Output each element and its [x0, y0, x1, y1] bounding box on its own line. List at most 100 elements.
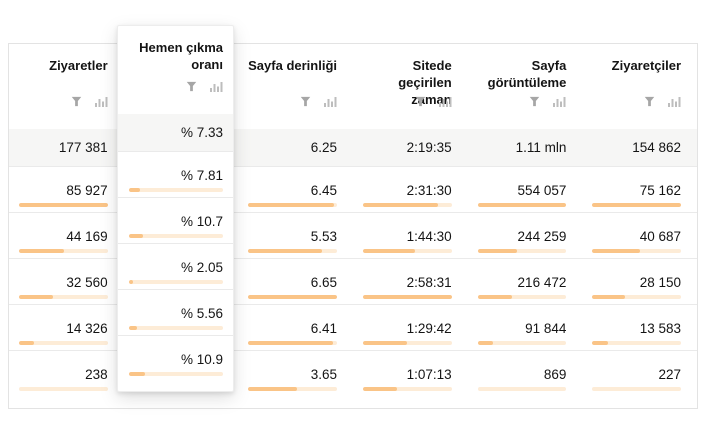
value-bar [19, 295, 108, 299]
header-row: Hemen çıkma oranı [118, 26, 233, 114]
value-bar [477, 295, 567, 299]
value-bar [129, 372, 223, 376]
cell-time: 1:29:42 [353, 305, 468, 350]
column-label: Sayfa görüntüleme [487, 58, 567, 90]
value-bar [129, 280, 223, 284]
table-row: 32 560 6.65 2:58:31 216 472 28 150 [9, 258, 697, 304]
bar-chart-icon[interactable] [94, 96, 108, 107]
totals-cell-time: 2:19:35 [406, 140, 452, 155]
value-bar [248, 203, 338, 207]
value-bar [592, 203, 682, 207]
header-icons [415, 96, 452, 107]
header-icons [644, 96, 681, 107]
bar-chart-icon[interactable] [668, 96, 681, 107]
cell-visits: 44 169 [9, 213, 124, 258]
table-row: % 10.7 [118, 197, 233, 243]
cell-visits: 85 927 [9, 167, 124, 212]
value-bar [248, 387, 338, 391]
value-bar [363, 295, 452, 299]
totals-row: % 7.33 [118, 114, 233, 151]
bounce-rate-column-card: Hemen çıkma oranı % 7.33 % 7.81 % 10.7 %… [117, 25, 234, 392]
value-bar [248, 341, 338, 345]
cell-visitors: 13 583 [582, 305, 697, 350]
filter-icon[interactable] [529, 96, 540, 107]
filter-icon[interactable] [186, 81, 197, 92]
totals-cell-visitors: 154 862 [632, 140, 682, 155]
cell-visitors: 28 150 [582, 259, 697, 304]
column-label: Ziyaretçiler [611, 58, 682, 73]
cell-depth: 6.41 [238, 305, 353, 350]
totals-cell-views: 1.11 mln [515, 140, 567, 155]
column-header-time[interactable]: Sitede geçirilen zaman [353, 44, 468, 129]
value-bar [129, 234, 223, 238]
value-bar [363, 341, 452, 345]
cell-bounce: % 2.05 [118, 244, 233, 289]
column-header-depth[interactable]: Sayfa derinliği [238, 44, 353, 129]
table-row: % 7.81 [118, 151, 233, 197]
value-bar [19, 249, 108, 253]
header-icons [71, 96, 108, 107]
column-label: Ziyaretler [49, 58, 108, 73]
value-bar [19, 203, 108, 207]
cell-time: 1:44:30 [353, 213, 468, 258]
value-bar [248, 249, 338, 253]
column-header-visitors[interactable]: Ziyaretçiler [582, 44, 697, 129]
cell-views: 91 844 [468, 305, 583, 350]
totals-cell-visits: 177 381 [58, 140, 108, 155]
value-bar [363, 387, 452, 391]
cell-views: 869 [468, 351, 583, 396]
bar-chart-icon[interactable] [210, 81, 223, 92]
table-row: % 2.05 [118, 243, 233, 289]
value-bar [248, 295, 338, 299]
column-label: Sayfa derinliği [248, 58, 338, 73]
header-icons [300, 96, 337, 107]
table-row: 85 927 6.45 2:31:30 554 057 75 162 [9, 166, 697, 212]
filter-icon[interactable] [71, 96, 82, 107]
cell-visitors: 227 [582, 351, 697, 396]
value-bar [129, 188, 223, 192]
header-icons [186, 81, 223, 92]
totals-cell-bounce: % 7.33 [180, 125, 223, 140]
table-row: % 10.9 [118, 335, 233, 381]
cell-views: 216 472 [468, 259, 583, 304]
cell-depth: 6.45 [238, 167, 353, 212]
column-header-visits[interactable]: Ziyaretler [9, 44, 124, 129]
bar-chart-icon[interactable] [553, 96, 566, 107]
value-bar [592, 295, 682, 299]
header-icons [529, 96, 566, 107]
cell-bounce: % 10.9 [118, 336, 233, 381]
cell-visits: 14 326 [9, 305, 124, 350]
column-label: Hemen çıkma oranı [139, 40, 223, 72]
table-row: 14 326 6.41 1:29:42 91 844 13 583 [9, 304, 697, 350]
header-row: Ziyaretler Sayfa derinliği Sitede geçiri… [9, 44, 697, 129]
cell-views: 244 259 [468, 213, 583, 258]
column-header-bounce[interactable]: Hemen çıkma oranı [118, 26, 233, 114]
value-bar [363, 203, 452, 207]
filter-icon[interactable] [300, 96, 311, 107]
cell-bounce: % 5.56 [118, 290, 233, 335]
value-bar [363, 249, 452, 253]
cell-depth: 6.65 [238, 259, 353, 304]
cell-visits: 238 [9, 351, 124, 396]
value-bar [19, 387, 108, 391]
filter-icon[interactable] [415, 96, 426, 107]
column-header-views[interactable]: Sayfa görüntüleme [468, 44, 583, 129]
cell-visits: 32 560 [9, 259, 124, 304]
filter-icon[interactable] [644, 96, 655, 107]
cell-bounce: % 10.7 [118, 198, 233, 243]
cell-depth: 3.65 [238, 351, 353, 396]
totals-cell-depth: 6.25 [310, 140, 338, 155]
value-bar [19, 341, 108, 345]
value-bar [477, 341, 567, 345]
cell-visitors: 40 687 [582, 213, 697, 258]
bar-chart-icon[interactable] [438, 96, 452, 107]
value-bar [477, 203, 567, 207]
metrics-table: Ziyaretler Sayfa derinliği Sitede geçiri… [8, 43, 698, 409]
cell-visitors: 75 162 [582, 167, 697, 212]
cell-bounce: % 7.81 [118, 152, 233, 197]
table-row: % 5.56 [118, 289, 233, 335]
table-row: 238 3.65 1:07:13 869 227 [9, 350, 697, 396]
bar-chart-icon[interactable] [324, 96, 337, 107]
value-bar [129, 326, 223, 330]
